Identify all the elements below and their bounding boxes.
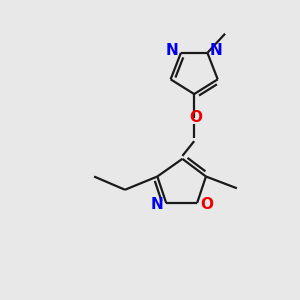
Text: N: N	[210, 43, 223, 58]
Text: O: O	[189, 110, 202, 125]
Text: N: N	[166, 43, 178, 58]
Text: N: N	[151, 197, 163, 212]
Text: O: O	[200, 197, 213, 212]
